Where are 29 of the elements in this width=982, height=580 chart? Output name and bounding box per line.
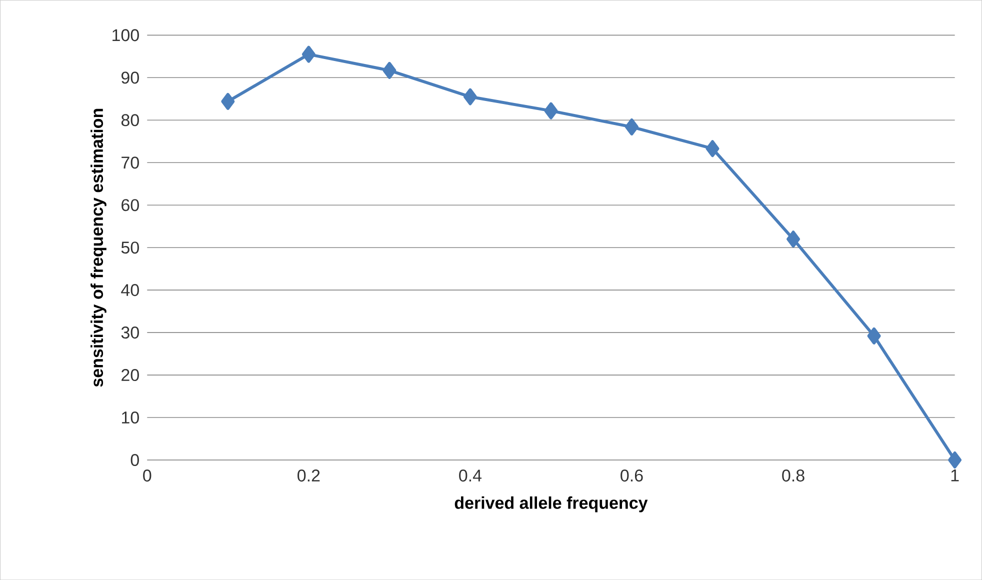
point bbox=[463, 88, 477, 106]
point bbox=[867, 327, 881, 344]
point bbox=[544, 102, 558, 120]
y-axis-title: sensitivity of frequency estimation bbox=[90, 108, 106, 387]
point bbox=[625, 118, 638, 136]
x-tick-label: 0.2 bbox=[298, 469, 320, 482]
y-tick-label: 100 bbox=[112, 29, 139, 42]
x-tick-label: 0.6 bbox=[620, 469, 643, 482]
x-tick-label: 1 bbox=[951, 469, 959, 482]
point bbox=[302, 46, 316, 63]
y-tick-label: 90 bbox=[122, 72, 139, 84]
x-axis-title: derived allele frequency bbox=[454, 496, 648, 512]
point bbox=[948, 451, 962, 468]
y-tick-label: 0 bbox=[130, 454, 139, 466]
x-tick-label: 0 bbox=[143, 469, 152, 482]
x-tick-label: 0.8 bbox=[782, 469, 804, 482]
y-tick-label: 70 bbox=[122, 156, 139, 169]
y-tick-label: 40 bbox=[121, 284, 139, 296]
y-tick-label: 50 bbox=[121, 241, 139, 254]
y-tick-label: 30 bbox=[121, 326, 139, 338]
point bbox=[786, 230, 800, 248]
y-tick-label: 80 bbox=[121, 114, 139, 126]
point bbox=[706, 140, 720, 158]
y-tick-label: 10 bbox=[122, 411, 139, 424]
point bbox=[221, 92, 235, 110]
y-tick-label: 20 bbox=[122, 368, 139, 381]
point bbox=[382, 62, 396, 79]
y-tick-label: 60 bbox=[122, 199, 139, 212]
x-tick-label: 0.4 bbox=[459, 469, 482, 482]
